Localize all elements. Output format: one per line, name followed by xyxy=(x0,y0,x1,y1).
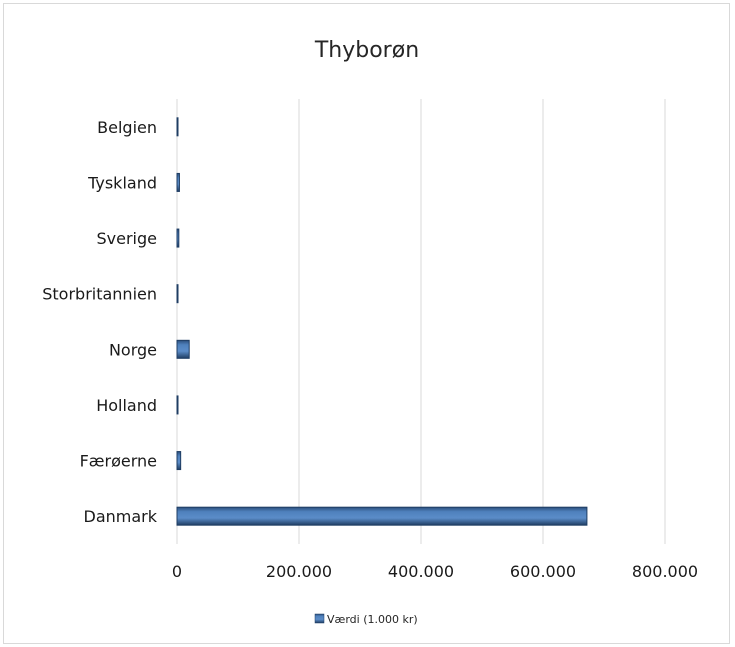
bar xyxy=(176,172,180,192)
category-label: Holland xyxy=(96,396,157,415)
chart-title: Thyborøn xyxy=(314,38,419,63)
bar xyxy=(176,117,179,137)
category-label: Færøerne xyxy=(80,452,157,471)
x-tick-label: 200.000 xyxy=(266,562,332,581)
bar xyxy=(176,506,588,526)
chart-frame xyxy=(3,3,730,644)
x-tick-label: 400.000 xyxy=(388,562,454,581)
x-tick-label: 0 xyxy=(172,562,182,581)
bar xyxy=(176,395,179,415)
category-label: Tyskland xyxy=(87,173,157,192)
category-label: Danmark xyxy=(84,507,158,526)
bar xyxy=(176,284,179,304)
legend-swatch xyxy=(314,613,325,624)
x-tick-label: 800.000 xyxy=(632,562,698,581)
x-tick-label: 600.000 xyxy=(510,562,576,581)
bar xyxy=(176,339,190,359)
category-label: Norge xyxy=(109,340,157,359)
legend-label: Værdi (1.000 kr) xyxy=(327,613,418,626)
bar xyxy=(176,451,182,471)
bar xyxy=(176,228,180,248)
category-label: Storbritannien xyxy=(42,285,157,304)
category-label: Belgien xyxy=(97,118,157,137)
category-label: Sverige xyxy=(97,229,158,248)
